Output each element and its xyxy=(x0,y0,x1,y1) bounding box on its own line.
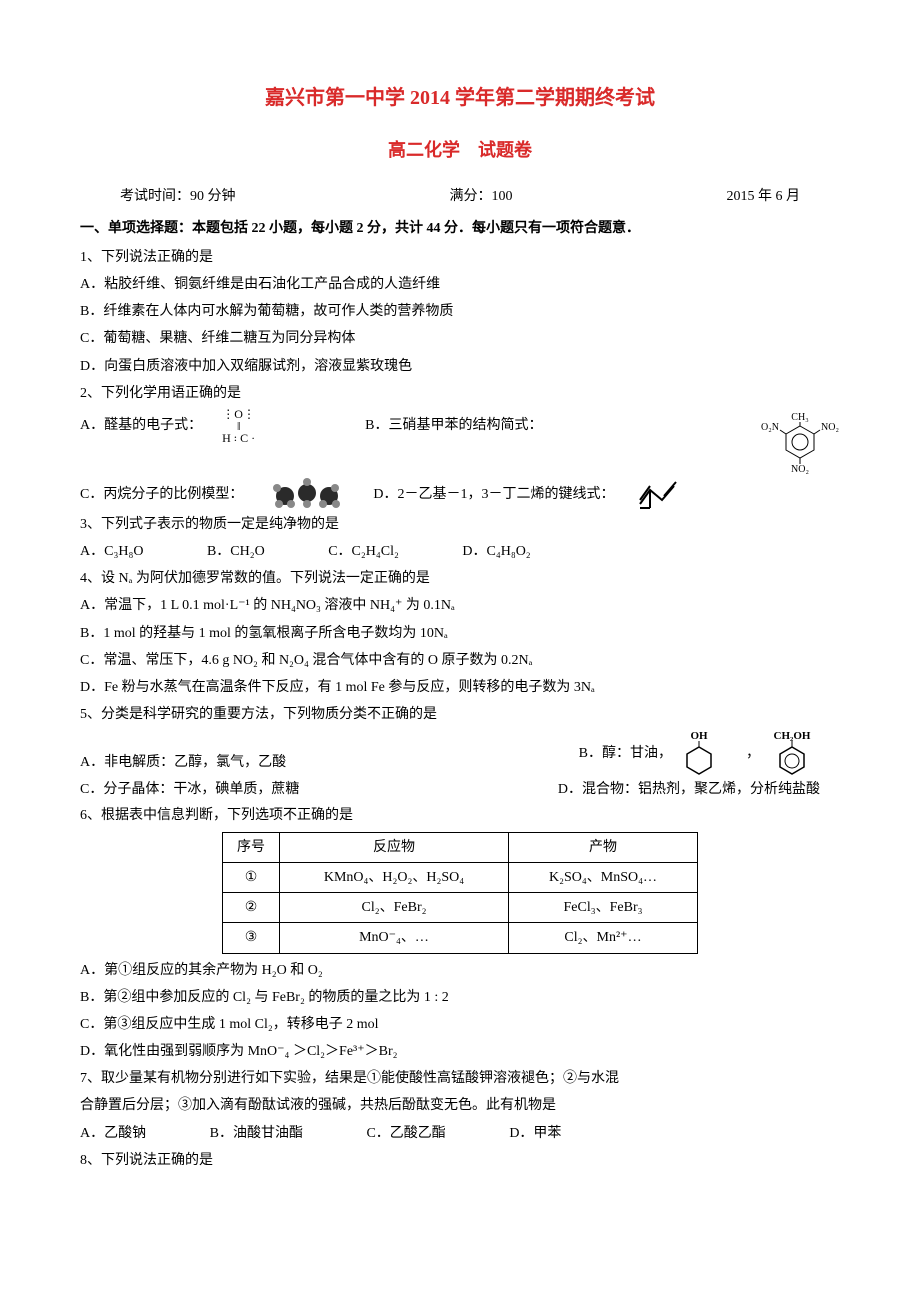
q5-C: C．分子晶体：干冰，碘单质，蔗糖 xyxy=(80,777,299,802)
q1-B: B．纤维素在人体内可水解为葡萄糖，故可作人类的营养物质 xyxy=(80,299,840,324)
q1-D: D．向蛋白质溶液中加入双缩脲试剂，溶液显紫玫瑰色 xyxy=(80,354,840,379)
q4-stem: 4、设 Nₐ 为阿伏加德罗常数的值。下列说法一定正确的是 xyxy=(80,566,840,591)
q7-stem-1: 7、取少量某有机物分别进行如下实验，结果是①能使酸性高锰酸钾溶液褪色；②与水混 xyxy=(80,1066,840,1091)
q7-options: A．乙酸钠 B．油酸甘油酯 C．乙酸乙酯 D．甲苯 xyxy=(80,1121,840,1146)
q6-D: D．氧化性由强到弱顺序为 MnO⁻₄ ＞Cl₂＞Fe³⁺＞Br₂ xyxy=(80,1039,840,1064)
q6-C: C．第③组反应中生成 1 mol Cl₂，转移电子 2 mol xyxy=(80,1012,840,1037)
aldehyde-electron-formula: ⋮O⋮ ‖ H ꞉ C · xyxy=(222,408,255,444)
svg-text:O₂N: O₂N xyxy=(761,422,779,433)
propane-model-icon xyxy=(263,478,353,512)
q7-D: D．甲苯 xyxy=(509,1121,561,1146)
table-row: ② Cl₂、FeBr₂ FeCl₃、FeBr₃ xyxy=(223,893,698,923)
q6-B: B．第②组中参加反应的 Cl₂ 与 FeBr₂ 的物质的量之比为 1 : 2 xyxy=(80,985,840,1010)
meta-row: 考试时间：90 分钟 满分：100 2015 年 6 月 xyxy=(80,184,840,209)
q7-A: A．乙酸钠 xyxy=(80,1121,146,1146)
q1-A: A．粘胶纤维、铜氨纤维是由石油化工产品合成的人造纤维 xyxy=(80,272,840,297)
q2-C: C．丙烷分子的比例模型： xyxy=(80,482,243,507)
svg-text:NO₂: NO₂ xyxy=(791,464,809,475)
q3-stem: 3、下列式子表示的物质一定是纯净物的是 xyxy=(80,512,840,537)
th-2: 产物 xyxy=(509,832,698,862)
benzylalcohol-icon: CH₂OH xyxy=(764,729,820,777)
q5-B-pre: B．醇：甘油， xyxy=(579,741,672,766)
q6-A: A．第①组反应的其余产物为 H₂O 和 O₂ xyxy=(80,958,840,983)
page-title: 嘉兴市第一中学 2014 学年第二学期期终考试 xyxy=(80,80,840,116)
q2-D: D．2－乙基－1，3－丁二烯的键线式： xyxy=(373,482,614,507)
th-1: 反应物 xyxy=(280,832,509,862)
q7-B: B．油酸甘油酯 xyxy=(210,1121,303,1146)
q7-stem-2: 合静置后分层；③加入滴有酚酞试液的强碱，共热后酚酞变无色。此有机物是 xyxy=(80,1093,840,1118)
q7-C: C．乙酸乙酯 xyxy=(366,1121,445,1146)
reaction-table: 序号 反应物 产物 ① KMnO₄、H₂O₂、H₂SO₄ K₂SO₄、MnSO₄… xyxy=(222,832,698,954)
table-row: ③ MnO⁻₄、… Cl₂、Mn²⁺… xyxy=(223,923,698,953)
svg-text:CH₃: CH₃ xyxy=(791,412,808,423)
table-row: ① KMnO₄、H₂O₂、H₂SO₄ K₂SO₄、MnSO₄… xyxy=(223,862,698,892)
q4-C: C．常温、常压下，4.6 g NO₂ 和 N₂O₄ 混合气体中含有的 O 原子数… xyxy=(80,648,840,673)
q1-stem: 1、下列说法正确的是 xyxy=(80,245,840,270)
q3-options: A．C₃H₈O B．CH₂O C．C₂H₄Cl₂ D．C₄H₈O₂ xyxy=(80,539,840,564)
q5-B-mid: ， xyxy=(746,741,760,766)
q2-stem: 2、下列化学用语正确的是 xyxy=(80,381,840,406)
q4-B: B．1 mol 的羟基与 1 mol 的氢氧根离子所含电子数均为 10Nₐ xyxy=(80,621,840,646)
bondline-icon xyxy=(634,478,684,512)
q3-B: B．CH₂O xyxy=(207,539,265,564)
exam-date: 2015 年 6 月 xyxy=(727,184,801,209)
th-0: 序号 xyxy=(223,832,280,862)
q5-A: A．非电解质：乙醇，氯气，乙酸 xyxy=(80,750,286,775)
q3-D: D．C₄H₈O₂ xyxy=(462,539,530,564)
q4-D: D．Fe 粉与水蒸气在高温条件下反应，有 1 mol Fe 参与反应，则转移的电… xyxy=(80,675,840,700)
full-score: 满分：100 xyxy=(450,184,513,209)
ch2oh-label: CH₂OH xyxy=(774,730,811,742)
cyclohexanol-icon: OH xyxy=(676,729,722,777)
q5-stem: 5、分类是科学研究的重要方法，下列物质分类不正确的是 xyxy=(80,702,840,727)
q2-A: A．醛基的电子式： xyxy=(80,413,202,438)
table-head-row: 序号 反应物 产物 xyxy=(223,832,698,862)
oh-label: OH xyxy=(690,730,708,742)
q4-A: A．常温下，1 L 0.1 mol·L⁻¹ 的 NH₄NO₃ 溶液中 NH₄⁺ … xyxy=(80,593,840,618)
q1-C: C．葡萄糖、果糖、纤维二糖互为同分异构体 xyxy=(80,326,840,351)
page-subtitle: 高二化学 试题卷 xyxy=(80,134,840,166)
q8-stem: 8、下列说法正确的是 xyxy=(80,1148,840,1173)
svg-text:NO₂: NO₂ xyxy=(821,422,839,433)
q6-stem: 6、根据表中信息判断，下列选项不正确的是 xyxy=(80,803,840,828)
tnt-structure-icon: CH₃ O₂N NO₂ NO₂ xyxy=(760,408,840,478)
exam-time: 考试时间：90 分钟 xyxy=(120,184,236,209)
q2-B: B．三硝基甲苯的结构简式： xyxy=(365,413,542,438)
q5-D: D．混合物：铝热剂，聚乙烯，分析纯盐酸 xyxy=(558,777,820,802)
q3-C: C．C₂H₄Cl₂ xyxy=(328,539,399,564)
q3-A: A．C₃H₈O xyxy=(80,539,143,564)
section-1-head: 一、单项选择题：本题包括 22 小题，每小题 2 分，共计 44 分．每小题只有… xyxy=(80,216,840,241)
